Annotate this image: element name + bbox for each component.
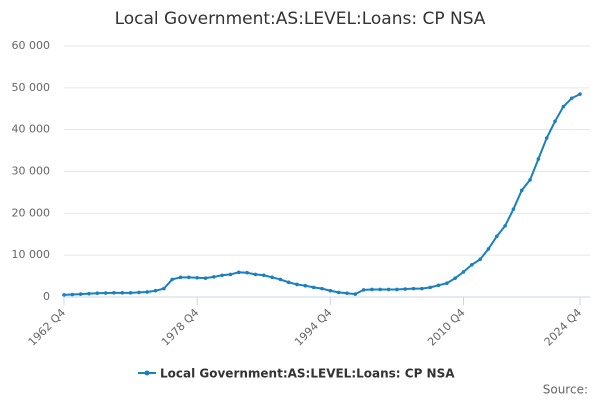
point-marker bbox=[578, 92, 582, 96]
point-marker bbox=[62, 293, 66, 297]
point-marker bbox=[569, 96, 574, 101]
point-marker bbox=[403, 287, 408, 291]
legend-marker bbox=[144, 370, 150, 376]
point-marker bbox=[353, 292, 358, 296]
point-marker bbox=[503, 224, 507, 228]
point-marker bbox=[145, 290, 150, 294]
point-marker bbox=[137, 290, 141, 295]
y-tick-label: 60 000 bbox=[12, 39, 51, 52]
point-marker bbox=[494, 234, 499, 239]
point-marker bbox=[295, 282, 299, 287]
point-marker bbox=[328, 288, 333, 293]
point-marker bbox=[320, 286, 324, 291]
point-marker bbox=[220, 273, 224, 278]
point-marker bbox=[544, 136, 549, 140]
point-marker bbox=[120, 291, 125, 295]
point-marker bbox=[253, 272, 258, 277]
point-marker bbox=[311, 285, 316, 290]
point-marker bbox=[270, 275, 274, 280]
y-tick-label: 40 000 bbox=[12, 123, 51, 136]
y-tick-label: 30 000 bbox=[12, 165, 51, 178]
point-marker bbox=[70, 292, 75, 297]
point-marker bbox=[203, 276, 208, 280]
x-tick-label: 1994 Q4 bbox=[292, 306, 335, 349]
point-marker bbox=[486, 247, 491, 251]
point-marker bbox=[386, 287, 391, 292]
point-marker bbox=[345, 291, 349, 296]
point-marker bbox=[162, 286, 166, 291]
point-marker bbox=[170, 277, 174, 282]
source: Source: bbox=[543, 383, 588, 397]
chart-title: Local Government:AS:LEVEL:Loans: CP NSA bbox=[115, 9, 486, 29]
point-marker bbox=[78, 292, 83, 296]
point-marker bbox=[178, 275, 183, 280]
point-marker bbox=[212, 275, 216, 279]
point-marker bbox=[519, 188, 524, 193]
point-marker bbox=[478, 257, 482, 262]
x-tick-label: 1978 Q4 bbox=[159, 306, 202, 349]
y-tick-label: 10 000 bbox=[12, 248, 51, 261]
point-marker bbox=[453, 276, 457, 280]
point-marker bbox=[112, 291, 116, 295]
point-marker bbox=[378, 287, 383, 292]
point-marker bbox=[428, 285, 432, 290]
point-marker bbox=[436, 283, 441, 288]
point-marker bbox=[187, 275, 191, 280]
point-marker bbox=[420, 286, 424, 291]
y-tick-label: 0 bbox=[43, 290, 50, 303]
point-marker bbox=[228, 272, 233, 277]
point-marker bbox=[361, 288, 366, 292]
y-tick-label: 50 000 bbox=[12, 81, 51, 94]
point-marker bbox=[195, 275, 199, 280]
legend-label: Local Government:AS:LEVEL:Loans: CP NSA bbox=[160, 367, 455, 381]
point-marker bbox=[336, 290, 341, 295]
x-tick-label: 2024 Q4 bbox=[542, 306, 585, 349]
point-marker bbox=[528, 178, 532, 182]
point-marker bbox=[103, 291, 108, 295]
point-marker bbox=[536, 157, 541, 161]
point-marker bbox=[395, 287, 399, 292]
point-marker bbox=[236, 270, 241, 275]
point-marker bbox=[561, 104, 566, 109]
point-marker bbox=[511, 207, 516, 211]
point-marker bbox=[370, 287, 374, 292]
point-marker bbox=[128, 291, 133, 295]
point-marker bbox=[303, 283, 308, 288]
point-marker bbox=[95, 291, 100, 296]
point-marker bbox=[553, 119, 557, 124]
point-marker bbox=[278, 277, 283, 282]
point-marker bbox=[286, 280, 291, 285]
point-marker bbox=[153, 288, 158, 293]
point-marker bbox=[411, 286, 416, 291]
point-marker bbox=[470, 262, 474, 267]
y-tick-label: 20 000 bbox=[12, 206, 51, 219]
x-tick-label: 2010 Q4 bbox=[425, 306, 468, 349]
point-marker bbox=[245, 270, 249, 275]
data-line bbox=[63, 93, 581, 296]
point-marker bbox=[87, 291, 91, 296]
point-marker bbox=[445, 281, 449, 285]
point-marker bbox=[261, 273, 266, 278]
point-marker bbox=[461, 270, 466, 274]
x-tick-label: 1962 Q4 bbox=[26, 306, 69, 349]
